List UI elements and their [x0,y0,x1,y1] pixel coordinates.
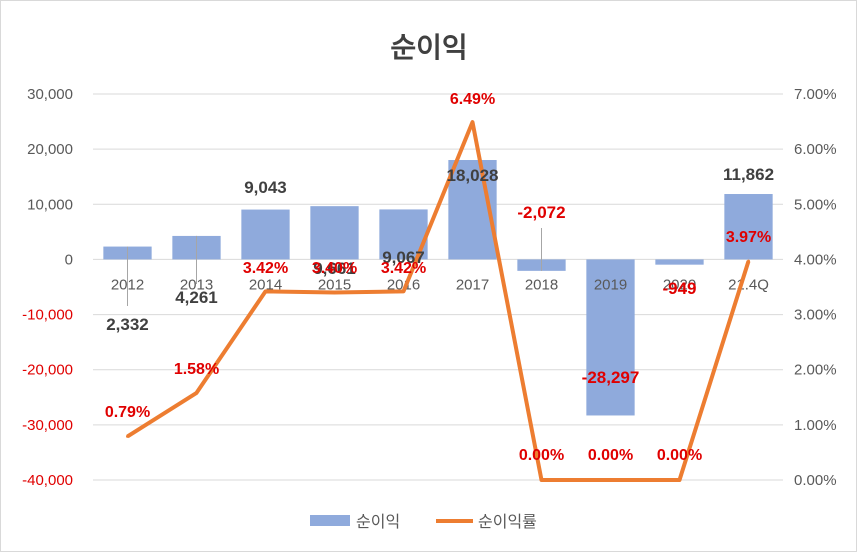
line-data-label: 0.00% [519,447,564,464]
x-tick-label: 2015 [318,276,351,293]
y-left-tick-label: 0 [65,251,73,268]
line-point [195,391,198,395]
bar-data-label: -949 [662,279,696,298]
line-point [126,434,129,438]
bar-data-label: -2,072 [517,203,565,222]
y-right-tick-label: 3.00% [794,307,837,324]
bar [586,259,635,416]
line-point [402,289,405,293]
bar-data-label: -28,297 [582,368,640,387]
y-left-tick-label: -40,000 [22,472,73,489]
line-point [540,478,543,482]
line-point [678,478,681,482]
line-point [264,289,267,293]
y-axis-left: 30,000 20,000 10,000 0 -10,000 -20,000 -30,000… [22,86,73,489]
label-leader-lines [127,228,542,306]
x-tick-label: 2017 [456,276,489,293]
y-left-tick-label: -20,000 [22,362,73,379]
line-data-label: 3.42% [243,260,288,277]
y-right-tick-label: 6.00% [794,141,837,158]
bar-data-label: 18,028 [447,166,499,185]
line-point [747,259,750,263]
x-tick-label: 21.4Q [728,276,769,293]
bar-data-label: 11,862 [723,165,774,184]
bar-data-label: 9,661 [313,259,356,278]
y-right-tick-label: 2.00% [794,362,837,379]
bar-data-label: 2,332 [106,315,149,334]
bar [241,209,290,260]
line-point [333,291,336,295]
legend-label-net-margin: 순이익률 [478,512,537,531]
y-right-tick-label: 5.00% [794,196,837,213]
x-tick-label: 2018 [525,276,558,293]
legend-swatch-net-income [310,515,350,526]
x-tick-label: 2019 [594,276,627,293]
line-point [471,120,474,124]
line-data-labels: 0.79% 1.58% 3.42% 3.40% 3.42% 6.49% 0.00% 0.00%… [105,91,771,464]
y-left-tick-label: 10,000 [27,196,73,213]
y-left-tick-label: -30,000 [22,417,73,434]
bar-data-label: 9,067 [382,248,425,267]
x-tick-label: 2016 [387,276,420,293]
y-left-tick-label: 30,000 [27,86,73,103]
legend-label-net-income: 순이익 [356,512,400,531]
y-right-tick-label: 4.00% [794,251,837,268]
line-data-label: 6.49% [450,91,495,108]
bar-data-labels: 2,332 4,261 9,043 9,661 9,067 18,028 -2,072 -28… [106,165,774,387]
line-data-label: 3.97% [726,229,771,246]
y-left-tick-label: 20,000 [27,141,73,158]
x-tick-label: 2014 [249,276,282,293]
bar-data-label: 9,043 [244,178,287,197]
legend: 순이익 순이익률 [310,512,537,531]
line-data-label: 0.00% [657,447,702,464]
bar [310,206,359,260]
line-data-label: 0.00% [588,447,633,464]
line-data-label: 3.42% [381,260,426,277]
y-right-tick-label: 1.00% [794,417,837,434]
y-right-tick-label: 0.00% [794,472,837,489]
line-series-net-margin [126,120,751,482]
line-point [609,478,612,482]
net-margin-line [126,120,751,482]
y-axis-right: 7.00% 6.00% 5.00% 4.00% 3.00% 2.00% 1.00% 0.00% [794,86,837,489]
line-data-label: 1.58% [174,361,219,378]
x-tick-label: 2020 [663,276,696,293]
line-data-label: 3.40% [312,260,357,277]
chart-title: 순이익 [390,31,467,64]
line-data-label: 0.79% [105,404,150,421]
bar [724,194,773,260]
bar [655,259,704,265]
bar-data-label: 4,261 [175,288,218,307]
x-tick-label: 2013 [180,276,213,293]
y-right-tick-label: 7.00% [794,86,837,103]
y-left-tick-label: -10,000 [22,307,73,324]
